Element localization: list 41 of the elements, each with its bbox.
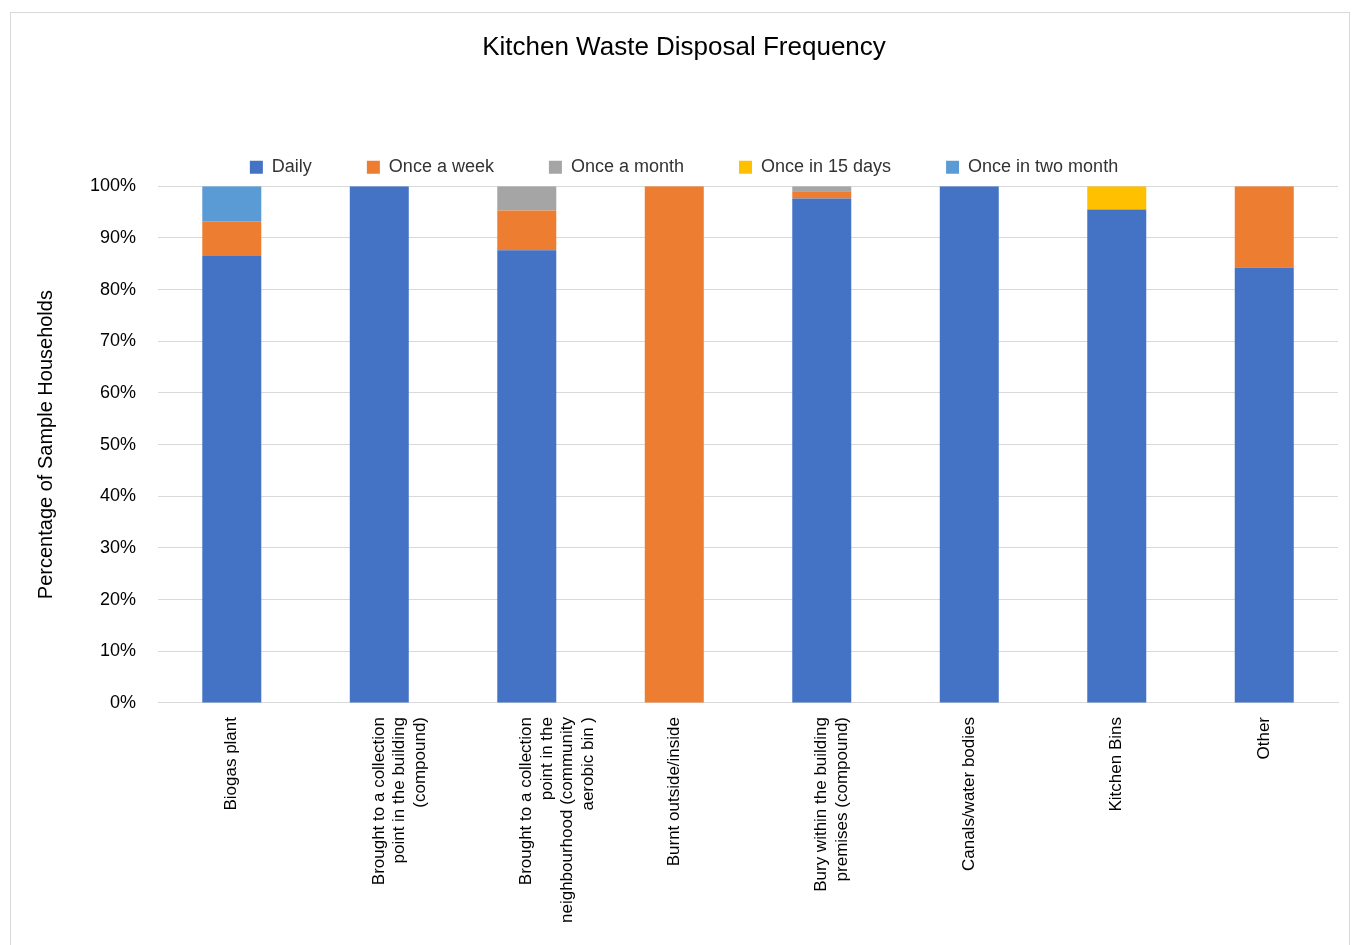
y-axis-title: Percentage of Sample Households xyxy=(33,290,56,600)
x-tick-label: Brought to a collection point in the building (compound) xyxy=(368,716,429,886)
y-tick-label: 80% xyxy=(100,278,137,299)
bar xyxy=(1087,209,1147,703)
legend-label: Daily xyxy=(271,156,312,177)
x-tick-label: Canals/water bodies xyxy=(958,716,978,872)
bar xyxy=(644,186,704,703)
y-tick-label: 30% xyxy=(100,536,137,557)
bar xyxy=(792,198,852,703)
legend-label: Once in two month xyxy=(968,156,1119,177)
legend-label: Once in 15 days xyxy=(760,156,892,177)
chart-title: Kitchen Waste Disposal Frequency xyxy=(482,30,886,61)
y-tick-label: 60% xyxy=(100,381,137,402)
y-tick-label: 100% xyxy=(89,175,137,196)
y-tick-label: 0% xyxy=(110,691,137,712)
x-tick-label: Biogas plant xyxy=(221,716,241,811)
bar xyxy=(1234,267,1294,703)
bar xyxy=(202,221,262,256)
bar xyxy=(1087,186,1147,210)
y-tick-label: 50% xyxy=(100,433,137,454)
legend-label: Once a week xyxy=(388,156,495,177)
bar xyxy=(497,250,557,703)
x-tick-label: Kitchen Bins xyxy=(1106,716,1126,812)
bar xyxy=(497,210,557,251)
bar xyxy=(349,186,409,703)
y-tick-label: 90% xyxy=(100,226,137,247)
bar xyxy=(1234,186,1294,268)
x-tick-label: Burnt outside/inside xyxy=(663,716,683,867)
y-tick-label: 10% xyxy=(100,640,137,661)
bar xyxy=(792,191,852,199)
bar xyxy=(497,186,557,211)
x-tick-label: Brought to a collection point in the neighbourhood (community aerobic bin ) xyxy=(516,716,597,924)
x-tick-label: Other xyxy=(1253,716,1273,760)
bar xyxy=(202,255,262,703)
y-tick-label: 70% xyxy=(100,330,137,351)
x-tick-label: Bury within the building premises (compound) xyxy=(811,716,851,892)
y-tick-label: 20% xyxy=(100,588,137,609)
bar xyxy=(939,186,999,703)
legend-label: Once a month xyxy=(570,156,684,177)
y-tick-label: 40% xyxy=(100,485,137,506)
bar xyxy=(202,186,262,222)
